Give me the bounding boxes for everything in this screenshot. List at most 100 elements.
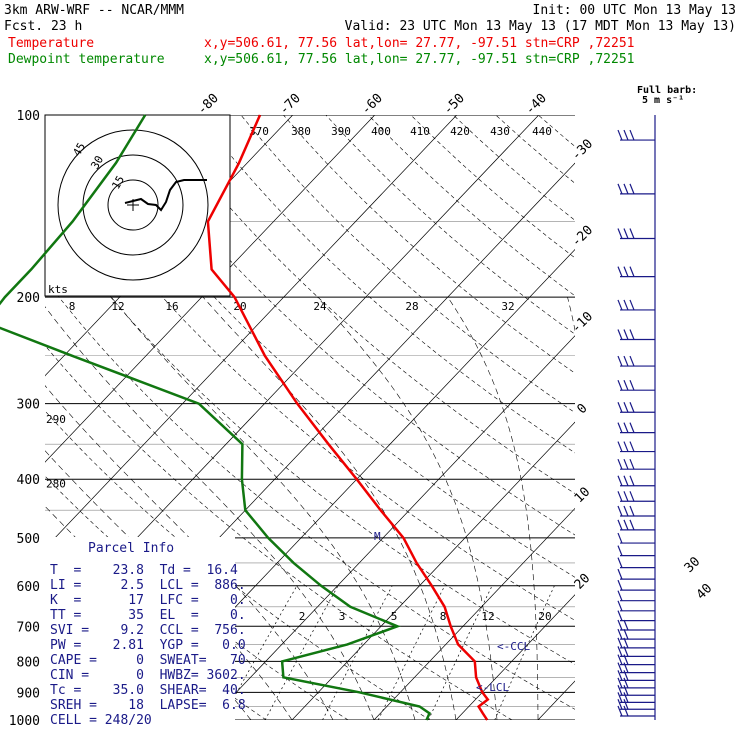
temperature-legend-info: x,y=506.61, 77.56 lat,lon= 27.77, -97.51… [204,36,634,51]
wind-barb-flag [629,402,635,413]
wind-barb-flag [617,600,623,612]
isotherm-label: 20 [572,571,594,593]
isotherm-line [455,594,575,720]
theta-e-label: 420 [450,125,470,138]
wind-barb-flag [617,422,623,433]
wind-barb-flag [617,355,623,367]
moist-adiabat [110,296,416,720]
wind-barb-flag [623,654,629,665]
wind-barb-flag [623,228,629,239]
hodograph-ring-label: 15 [109,174,127,192]
dry-adiabat [240,115,575,414]
isotherm-label: -70 [277,91,304,118]
isotherm-label: -50 [441,91,468,118]
dry-adiabat [45,141,575,621]
wind-barb-flag [617,475,623,486]
wind-barb-flag [623,299,629,311]
isotherm-label: 40 [694,581,716,603]
wind-barb-flag [617,677,623,689]
dry-adiabat [45,211,575,665]
mixing-ratio-line [377,585,446,720]
forecast-hour: Fcst. 23 h [4,19,82,34]
wind-barb-flag [629,129,635,141]
wind-barb-flag [617,662,623,673]
wind-barb-flag [623,491,629,502]
parcel-info-row: CAPE = 0 SWEAT= 70 [50,653,246,668]
theta-e-labels: 370 380 390 400 410 420 430 440 [249,125,552,138]
dry-adiabat [198,115,575,454]
wind-barb-flag [629,379,635,391]
wind-barb-flag [623,505,629,517]
parcel-info-row: TT = 35 EL = 0. [50,608,246,623]
wind-barb-flag [617,228,623,239]
dewpoint-legend-label: Dewpoint temperature [8,52,165,67]
wind-barb-flag [629,422,635,433]
wind-barb-flag [623,329,629,340]
moist-adiabat [45,306,375,720]
isotherm-label: 0 [574,401,590,417]
wind-barb-flag [623,183,629,195]
wind-barb-flag [617,637,623,649]
wind-barbs [617,115,656,720]
wind-barb-flag [623,519,629,531]
parcel-info-rows: T = 23.8 Td = 16.4LI = 2.5 LCL = 886.K =… [50,563,246,728]
wind-barb-flag [629,458,635,470]
dry-adiabat-labels: 290280270 [46,413,66,555]
wind-barb-flag [623,422,629,433]
wind-barb-flag [623,637,629,649]
isotherm-line [45,115,458,549]
wind-barb-flag [617,299,623,311]
wind-barb-flag [617,684,623,696]
parcel-info-row: SVI = 9.2 CCL = 756. [50,623,246,638]
mixing-ratio-labels-lower: 2 3 5 8 12 20 [299,610,552,623]
moist-adiabat [567,297,575,332]
parcel-info-row: T = 23.8 Td = 16.4 [50,563,238,578]
theta-e-label: 380 [291,125,311,138]
hodograph-ring-label: 45 [70,141,88,159]
mixing-ratio-line [428,585,493,720]
dry-adiabat-label: 290 [46,413,66,426]
wind-barb-flag [629,228,635,239]
wind-barb-flag [617,402,623,413]
hodograph-unit: kts [48,283,68,296]
wind-barb-flag [617,329,623,340]
valid-time: Valid: 23 UTC Mon 13 May 13 (17 MDT Mon … [345,19,736,34]
hodograph-ring [57,129,209,281]
theta-e-label: 440 [532,125,552,138]
wind-barb-flag [623,692,629,703]
wind-barb-flag [617,610,623,621]
hodograph-trace [124,179,207,212]
isotherm-line [291,421,575,720]
dry-adiabat [368,115,575,297]
wind-barb-flag [617,705,623,717]
isotherm-label: -20 [569,223,596,250]
parcel-info-background [45,537,235,727]
pressure-label: 400 [17,473,40,488]
parcel-info-panel: Parcel Info T = 23.8 Td = 16.4LI = 2.5 L… [45,537,246,728]
dry-adiabat-label: 280 [46,477,66,490]
wind-barb-flag [623,355,629,367]
wind-barb-flag [623,379,629,391]
wind-barb-flag [617,379,623,391]
parcel-info-row: CIN = 0 HWBZ= 3602. [50,668,246,683]
mixing-ratio-label: 24 [313,300,327,313]
wind-barb-flag [617,266,623,277]
wind-barb-flag [617,646,623,657]
wind-barb-flag [617,590,623,601]
mixing-ratio-label: 16 [165,300,178,313]
theta-e-label: 400 [371,125,391,138]
moist-adiabat [447,296,539,720]
wind-barb-flag [623,402,629,413]
pressure-label: 800 [17,655,40,670]
wind-barb-flag [623,619,629,631]
wind-barb-flag [617,458,623,470]
wind-barb-flag [629,355,635,367]
wind-barb-flag [617,183,623,195]
parcel-info-row: K = 17 LFC = 0. [50,593,246,608]
freezing-level-marker: M [374,530,381,543]
wind-barb-flag [629,183,635,195]
pressure-label: 500 [17,532,40,547]
isotherm-label: 10 [572,485,594,507]
wind-barb-flag [617,545,623,556]
